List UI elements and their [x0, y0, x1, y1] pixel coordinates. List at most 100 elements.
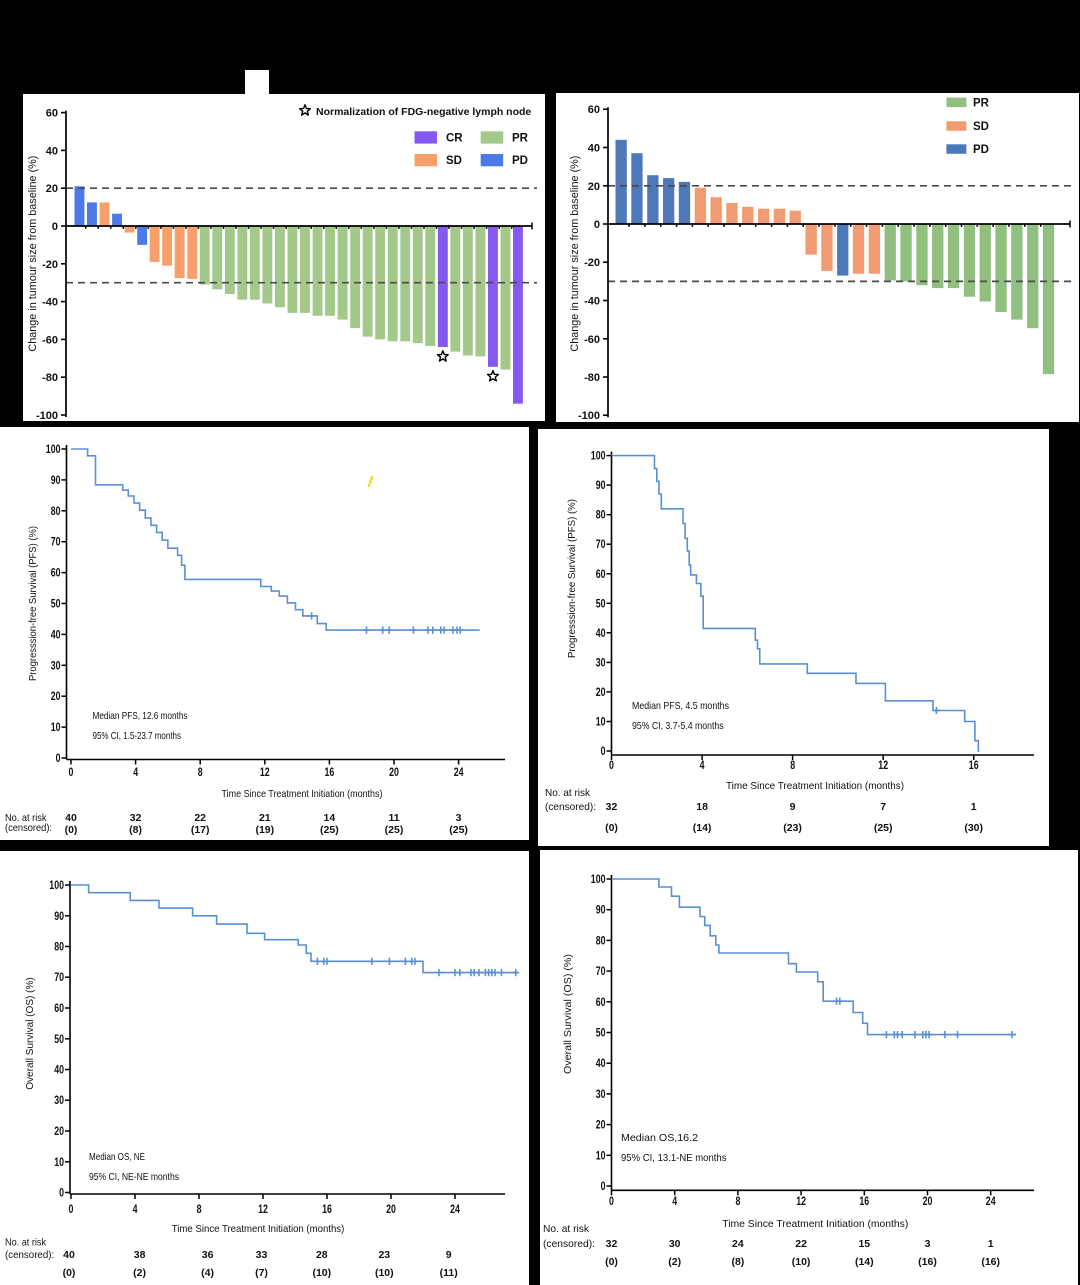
- svg-text:12: 12: [260, 767, 270, 779]
- svg-text:95% CI, 13.1-NE months: 95% CI, 13.1-NE months: [621, 1152, 727, 1164]
- svg-text:(25): (25): [449, 824, 468, 836]
- svg-text:(23): (23): [783, 822, 802, 834]
- svg-text:(10): (10): [792, 1256, 811, 1268]
- svg-text:32: 32: [130, 812, 142, 824]
- svg-text:-40: -40: [584, 296, 600, 308]
- svg-text:24: 24: [454, 767, 464, 779]
- svg-text:36: 36: [202, 1249, 214, 1261]
- svg-text:60: 60: [596, 997, 606, 1009]
- svg-text:(10): (10): [312, 1267, 331, 1279]
- svg-text:12: 12: [878, 760, 888, 772]
- svg-text:(17): (17): [191, 824, 210, 836]
- svg-text:0: 0: [69, 767, 74, 779]
- svg-text:Progresssion-free Survival (PF: Progresssion-free Survival (PFS) (%): [566, 499, 578, 658]
- svg-text:0: 0: [69, 1204, 74, 1216]
- svg-text:30: 30: [51, 660, 61, 672]
- svg-text:PD: PD: [973, 144, 989, 156]
- svg-text:Time Since Treatment Initiatio: Time Since Treatment Initiation (months): [726, 780, 904, 792]
- svg-text:95% CI, NE-NE months: 95% CI, NE-NE months: [89, 1171, 179, 1183]
- svg-text:(2): (2): [133, 1267, 146, 1279]
- svg-text:40: 40: [588, 143, 600, 155]
- svg-text:CR: CR: [446, 133, 463, 145]
- svg-text:Overall Survival (OS) (%): Overall Survival (OS) (%): [24, 977, 36, 1090]
- svg-text:10: 10: [596, 1150, 606, 1162]
- svg-text:40: 40: [65, 812, 77, 824]
- svg-text:40: 40: [63, 1249, 75, 1261]
- svg-text:20: 20: [46, 183, 58, 195]
- svg-text:22: 22: [194, 812, 206, 824]
- svg-text:16: 16: [859, 1196, 869, 1208]
- svg-text:No. at risk: No. at risk: [545, 787, 591, 799]
- svg-text:(8): (8): [129, 824, 142, 836]
- svg-text:(7): (7): [255, 1267, 268, 1279]
- svg-text:Progresssion-free Survival (PF: Progresssion-free Survival (PFS) (%): [27, 526, 39, 681]
- svg-text:-100: -100: [578, 410, 600, 422]
- svg-text:33: 33: [256, 1249, 268, 1261]
- svg-text:100: 100: [46, 444, 61, 456]
- svg-text:8: 8: [790, 760, 795, 772]
- svg-text:20: 20: [51, 691, 61, 703]
- svg-text:4: 4: [700, 760, 705, 772]
- svg-text:PR: PR: [973, 98, 990, 110]
- svg-text:18: 18: [696, 801, 708, 813]
- svg-text:(censored):: (censored):: [5, 822, 52, 834]
- svg-text:20: 20: [389, 767, 399, 779]
- svg-text:90: 90: [54, 911, 64, 923]
- svg-text:50: 50: [596, 1028, 606, 1040]
- svg-text:-80: -80: [42, 372, 58, 384]
- svg-text:4: 4: [672, 1196, 677, 1208]
- svg-text:No. at risk: No. at risk: [5, 1236, 47, 1248]
- svg-text:3: 3: [456, 812, 462, 824]
- svg-text:(25): (25): [385, 824, 404, 836]
- svg-text:60: 60: [596, 569, 606, 581]
- svg-text:50: 50: [54, 1034, 64, 1046]
- svg-text:(censored):: (censored):: [5, 1249, 54, 1261]
- svg-text:70: 70: [51, 537, 61, 549]
- svg-text:60: 60: [54, 1003, 64, 1015]
- svg-text:95% CI, 3.7-5.4 months: 95% CI, 3.7-5.4 months: [632, 720, 724, 732]
- svg-text:70: 70: [54, 972, 64, 984]
- svg-text:30: 30: [596, 657, 606, 669]
- svg-text:PR: PR: [512, 133, 529, 145]
- svg-text:80: 80: [596, 935, 606, 947]
- svg-text:12: 12: [796, 1196, 806, 1208]
- svg-text:24: 24: [986, 1196, 996, 1208]
- svg-text:Median PFS, 4.5 months: Median PFS, 4.5 months: [632, 700, 729, 712]
- svg-text:8: 8: [197, 1204, 202, 1216]
- svg-text:80: 80: [51, 506, 61, 518]
- svg-text:100: 100: [591, 451, 606, 463]
- svg-text:(0): (0): [605, 1256, 618, 1268]
- svg-text:0: 0: [609, 760, 614, 772]
- svg-text:20: 20: [54, 1126, 64, 1138]
- svg-text:30: 30: [54, 1095, 64, 1107]
- svg-text:8: 8: [736, 1196, 741, 1208]
- svg-text:(14): (14): [693, 822, 712, 834]
- svg-text:(30): (30): [964, 822, 983, 834]
- svg-text:70: 70: [596, 966, 606, 978]
- svg-text:(25): (25): [874, 822, 893, 834]
- svg-text:-20: -20: [584, 257, 600, 269]
- svg-text:(16): (16): [981, 1256, 1000, 1268]
- svg-text:16: 16: [969, 760, 979, 772]
- svg-text:50: 50: [51, 599, 61, 611]
- svg-text:60: 60: [46, 108, 58, 120]
- svg-text:Time Since Treatment Initiatio: Time Since Treatment Initiation (months): [222, 788, 383, 800]
- svg-text:24: 24: [732, 1238, 744, 1250]
- svg-text:32: 32: [606, 801, 618, 813]
- svg-text:0: 0: [59, 1188, 64, 1200]
- svg-text:15: 15: [858, 1238, 870, 1250]
- svg-text:40: 40: [54, 1065, 64, 1077]
- svg-text:4: 4: [133, 1204, 138, 1216]
- svg-text:Time Since Treatment Initiatio: Time Since Treatment Initiation (months): [172, 1223, 344, 1235]
- svg-text:(2): (2): [668, 1256, 681, 1268]
- svg-text:10: 10: [54, 1157, 64, 1169]
- svg-text:1: 1: [988, 1238, 994, 1250]
- svg-text:(25): (25): [320, 824, 339, 836]
- svg-text:0: 0: [594, 219, 600, 231]
- svg-text:-60: -60: [584, 334, 600, 346]
- svg-text:SD: SD: [973, 121, 989, 133]
- svg-text:100: 100: [591, 874, 606, 886]
- svg-text:12: 12: [258, 1204, 268, 1216]
- svg-text:95% CI, 1.5-23.7 months: 95% CI, 1.5-23.7 months: [93, 730, 182, 742]
- svg-text:9: 9: [446, 1249, 452, 1261]
